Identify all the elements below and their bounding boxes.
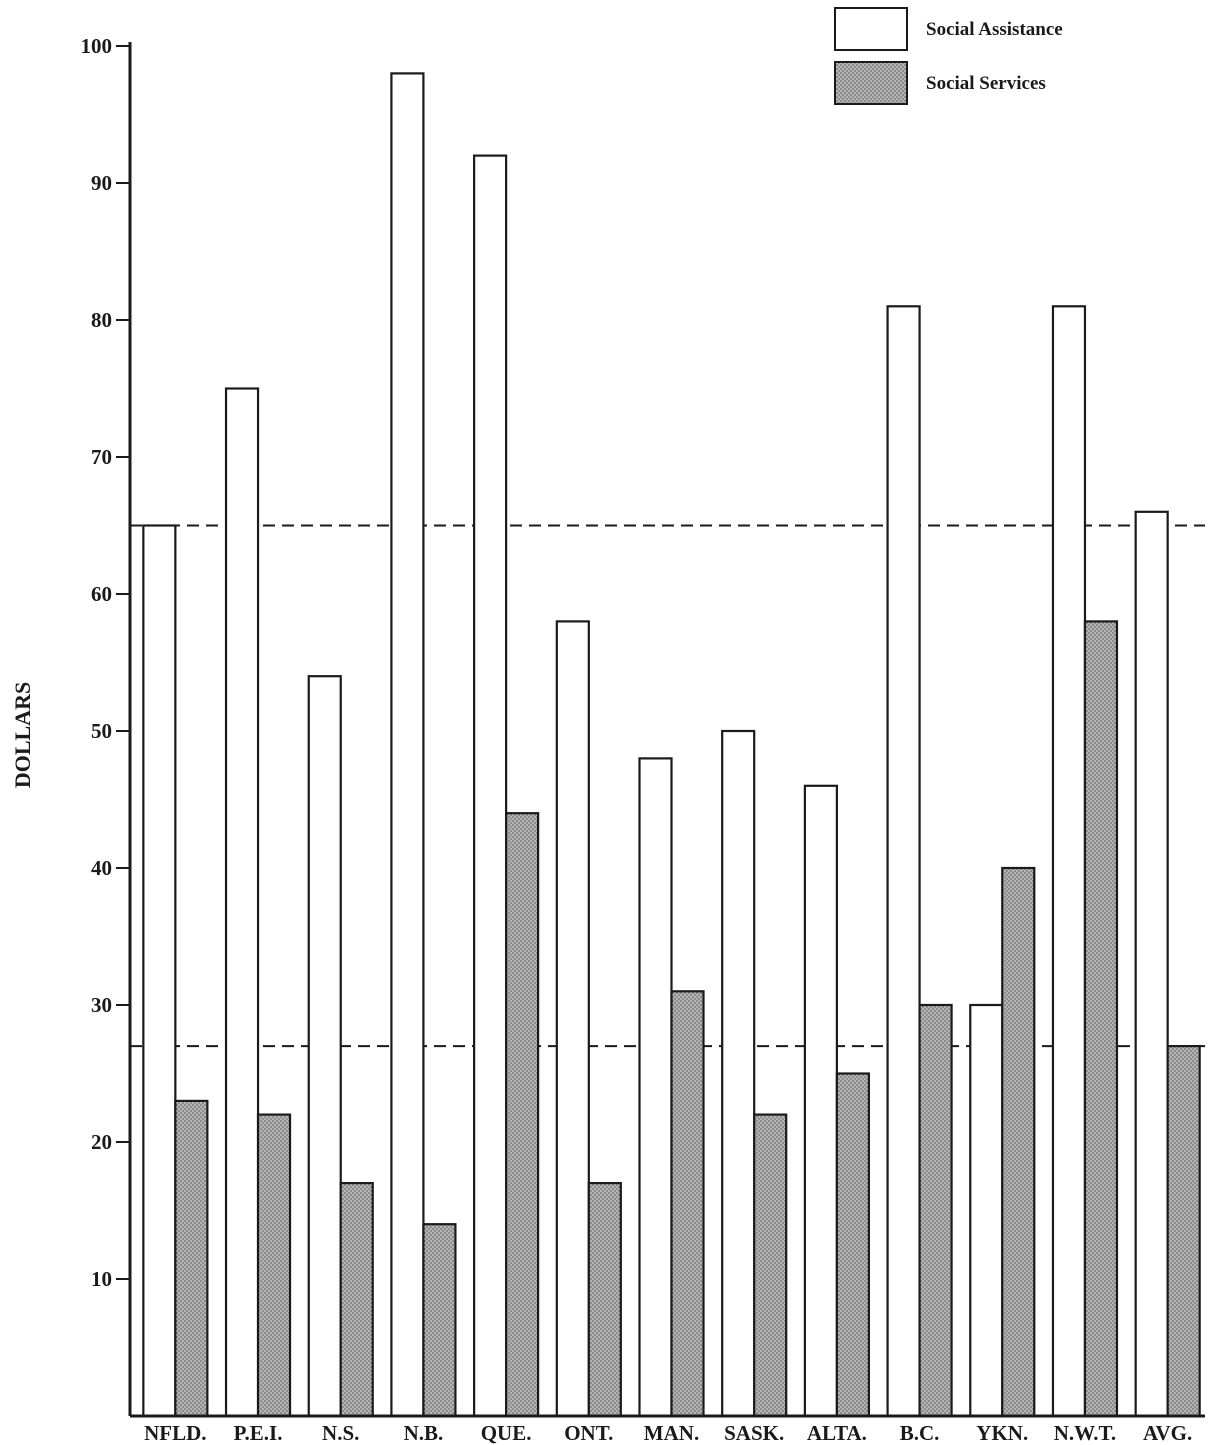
y-tick-label-40: 40 bbox=[91, 856, 112, 880]
x-tick-label-n-w-t: N.W.T. bbox=[1054, 1421, 1116, 1445]
y-tick-label-80: 80 bbox=[91, 308, 112, 332]
bar-social-services-n-s bbox=[339, 1181, 374, 1418]
bar-social-assistance-man bbox=[638, 757, 673, 1418]
bar-social-services-nfld bbox=[174, 1099, 209, 1418]
legend-label-social-services: Social Services bbox=[926, 73, 1046, 94]
y-axis-label: DOLLARS bbox=[10, 682, 35, 788]
x-tick-label-avg: AVG. bbox=[1143, 1421, 1192, 1445]
axes bbox=[128, 42, 1205, 1418]
y-tick-label-20: 20 bbox=[91, 1130, 112, 1154]
x-tick-label-man: MAN. bbox=[644, 1421, 699, 1445]
legend-label-social-assistance: Social Assistance bbox=[926, 19, 1063, 40]
x-tick-labels: NFLD. P.E.I. N.S. N.B. QUE. ONT. MAN. SASK. ALTA… bbox=[144, 1421, 1192, 1445]
y-tick-label-50: 50 bbox=[91, 719, 112, 743]
bar-social-services-que bbox=[505, 812, 540, 1418]
y-tick-label-30: 30 bbox=[91, 993, 112, 1017]
x-tick-label-que: QUE. bbox=[481, 1421, 532, 1445]
x-tick-label-b-c: B.C. bbox=[900, 1421, 940, 1445]
x-tick-label-ykn: YKN. bbox=[976, 1421, 1028, 1445]
bar-social-assistance-n-b bbox=[390, 72, 425, 1418]
x-tick-label-n-b: N.B. bbox=[404, 1421, 444, 1445]
x-tick-label-p-e-i: P.E.I. bbox=[234, 1421, 283, 1445]
x-tick-label-alta: ALTA. bbox=[807, 1421, 867, 1445]
y-tick-label-100: 100 bbox=[81, 34, 113, 58]
bar-social-assistance-n-w-t bbox=[1051, 305, 1087, 1418]
legend: Social Assistance Social Services bbox=[834, 7, 1063, 105]
bar-social-services-man bbox=[670, 990, 705, 1418]
x-tick-label-nfld: NFLD. bbox=[144, 1421, 206, 1445]
x-tick-label-sask: SASK. bbox=[724, 1421, 784, 1445]
bar-social-services-ont bbox=[587, 1181, 622, 1418]
bar-social-assistance-sask bbox=[721, 729, 756, 1418]
legend-swatch-social-assistance bbox=[834, 7, 908, 51]
bar-social-services-p-e-i bbox=[256, 1113, 292, 1418]
bar-social-services-n-w-t bbox=[1083, 620, 1119, 1418]
bar-social-services-b-c bbox=[918, 1003, 953, 1418]
bar-social-assistance-que bbox=[473, 154, 508, 1418]
bar-social-assistance-n-s bbox=[307, 675, 342, 1418]
x-tick-label-n-s: N.S. bbox=[322, 1421, 359, 1445]
y-tick-label-70: 70 bbox=[91, 445, 112, 469]
bars bbox=[142, 72, 1201, 1418]
y-tick-label-90: 90 bbox=[91, 171, 112, 195]
bar-social-assistance-p-e-i bbox=[224, 387, 260, 1418]
x-tick-label-ont: ONT. bbox=[564, 1421, 613, 1445]
bar-social-assistance-b-c bbox=[886, 305, 921, 1418]
bar-social-services-ykn bbox=[1001, 866, 1036, 1418]
bar-social-services-alta bbox=[835, 1072, 870, 1418]
bar-social-assistance-alta bbox=[803, 784, 838, 1418]
bar-social-services-avg bbox=[1166, 1044, 1201, 1418]
bar-social-assistance-ykn bbox=[969, 1003, 1004, 1418]
bar-social-assistance-avg bbox=[1134, 510, 1169, 1418]
legend-swatch-social-services bbox=[834, 61, 908, 105]
bar-social-assistance-nfld bbox=[142, 524, 177, 1418]
y-tick-label-10: 10 bbox=[91, 1267, 112, 1291]
bar-social-services-sask bbox=[753, 1113, 788, 1418]
y-tick-label-60: 60 bbox=[91, 582, 112, 606]
y-ticks: 10 20 30 40 50 60 70 80 90 100 bbox=[81, 34, 130, 1291]
bar-social-services-n-b bbox=[422, 1223, 457, 1418]
bar-social-assistance-ont bbox=[555, 620, 590, 1418]
